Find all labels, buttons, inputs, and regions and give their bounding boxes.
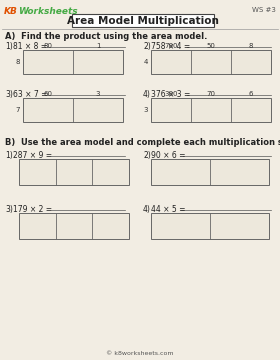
Text: 179 × 2 =: 179 × 2 = xyxy=(13,205,52,214)
Text: 700: 700 xyxy=(164,42,178,49)
Text: 4): 4) xyxy=(143,205,151,214)
Text: 287 × 9 =: 287 × 9 = xyxy=(13,151,52,160)
Text: 50: 50 xyxy=(207,42,215,49)
Text: 70: 70 xyxy=(206,90,216,96)
Text: 44 × 5 =: 44 × 5 = xyxy=(151,205,185,214)
Text: 300: 300 xyxy=(164,90,178,96)
Text: 8: 8 xyxy=(249,42,253,49)
Text: 1): 1) xyxy=(5,151,13,160)
Text: 1: 1 xyxy=(96,42,100,49)
Text: Area Model Multiplication: Area Model Multiplication xyxy=(67,15,219,26)
Text: 7: 7 xyxy=(15,107,20,113)
Bar xyxy=(151,98,271,122)
Text: A)  Find the product using the area model.: A) Find the product using the area model… xyxy=(5,32,207,41)
Bar xyxy=(151,50,271,74)
Text: 60: 60 xyxy=(43,90,53,96)
Text: 3: 3 xyxy=(96,90,100,96)
Text: 2): 2) xyxy=(143,42,151,51)
Bar xyxy=(23,50,123,74)
Text: 1): 1) xyxy=(5,42,13,51)
Text: © k8worksheets.com: © k8worksheets.com xyxy=(106,351,174,356)
Text: Worksheets: Worksheets xyxy=(18,7,78,16)
Text: 90 × 6 =: 90 × 6 = xyxy=(151,151,185,160)
Text: 758 × 4 =: 758 × 4 = xyxy=(151,42,190,51)
Text: 3): 3) xyxy=(5,90,13,99)
Text: 376 × 3 =: 376 × 3 = xyxy=(151,90,190,99)
Text: KB: KB xyxy=(4,7,18,16)
Text: WS #3: WS #3 xyxy=(252,7,276,13)
Text: B)  Use the area model and complete each multiplication sentence.: B) Use the area model and complete each … xyxy=(5,138,280,147)
Text: 63 × 7 =: 63 × 7 = xyxy=(13,90,48,99)
Bar xyxy=(151,213,269,239)
Text: 3: 3 xyxy=(143,107,148,113)
Text: 3): 3) xyxy=(5,205,13,214)
Text: 4): 4) xyxy=(143,90,151,99)
Bar xyxy=(23,98,123,122)
Text: 4: 4 xyxy=(144,59,148,65)
Text: 8: 8 xyxy=(15,59,20,65)
Text: 80: 80 xyxy=(43,42,53,49)
Text: 81 × 8 =: 81 × 8 = xyxy=(13,42,47,51)
Text: 2): 2) xyxy=(143,151,151,160)
Text: 6: 6 xyxy=(249,90,253,96)
Bar xyxy=(151,159,269,185)
Bar xyxy=(72,14,214,27)
Bar xyxy=(19,159,129,185)
Bar xyxy=(19,213,129,239)
